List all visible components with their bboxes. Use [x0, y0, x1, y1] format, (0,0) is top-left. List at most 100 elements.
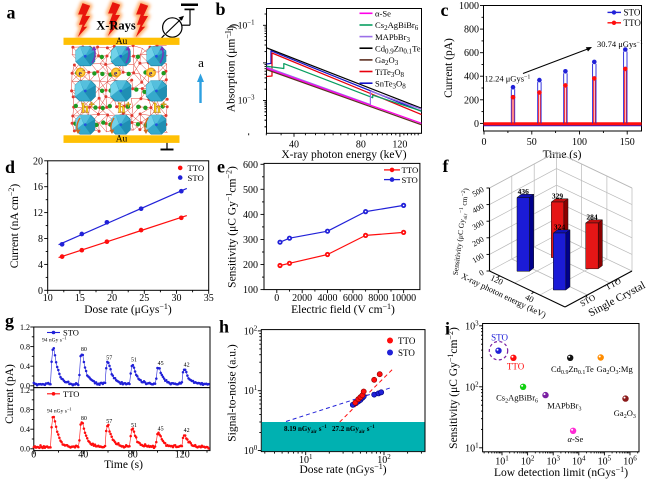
svg-text:12: 12: [33, 208, 43, 219]
svg-text:Dose rate (nGys−1): Dose rate (nGys−1): [299, 462, 386, 476]
svg-text:Ga2O3:Mg: Ga2O3:Mg: [596, 364, 633, 376]
svg-text:12.24 μGys−1: 12.24 μGys−1: [485, 74, 531, 84]
svg-text:6000: 6000: [343, 293, 363, 304]
svg-text:e: e: [79, 69, 83, 78]
svg-text:50: 50: [527, 137, 537, 148]
svg-text:+: +: [161, 99, 167, 111]
svg-text:STO: STO: [491, 333, 508, 343]
svg-text:a: a: [198, 55, 204, 70]
svg-text:94 nGy s−1: 94 nGy s−1: [42, 336, 67, 344]
svg-text:Au: Au: [116, 37, 128, 47]
svg-text:4000: 4000: [318, 293, 338, 304]
svg-text:Ga2O3: Ga2O3: [614, 408, 636, 420]
svg-text:e: e: [217, 157, 225, 177]
svg-text:Sensitivity (μC Gy−1cm−2): Sensitivity (μC Gy−1cm−2): [446, 327, 460, 449]
svg-text:TTO: TTO: [188, 163, 205, 173]
svg-text:0.4: 0.4: [20, 425, 30, 434]
svg-text:25: 25: [139, 293, 149, 304]
svg-text:a: a: [7, 3, 16, 23]
svg-text:STO: STO: [402, 175, 418, 185]
svg-text:0: 0: [38, 286, 43, 297]
svg-text:Dose rate (μGys−1): Dose rate (μGys−1): [84, 302, 172, 316]
svg-text:i: i: [445, 319, 450, 339]
svg-text:TTO: TTO: [402, 165, 419, 175]
svg-text:e: e: [114, 69, 118, 78]
svg-text:27.2 nGyair s−1: 27.2 nGyair s−1: [332, 425, 375, 435]
svg-text:324: 324: [554, 222, 566, 231]
svg-text:329: 329: [552, 191, 564, 200]
svg-text:Low detection limit (nGys−1): Low detection limit (nGys−1): [494, 465, 628, 479]
svg-text:0: 0: [274, 293, 279, 304]
svg-text:h: h: [219, 317, 229, 337]
svg-text:20: 20: [107, 293, 117, 304]
svg-text:α-Se: α-Se: [375, 9, 391, 19]
svg-text:150: 150: [620, 137, 635, 148]
svg-text:−: −: [82, 68, 85, 74]
svg-text:Electric field (V cm−1): Electric field (V cm−1): [291, 302, 395, 316]
svg-text:STO: STO: [398, 348, 415, 358]
svg-text:200: 200: [464, 95, 479, 106]
svg-text:10−3: 10−3: [238, 95, 255, 107]
svg-text:8000: 8000: [368, 293, 388, 304]
svg-text:400: 400: [243, 210, 258, 221]
svg-text:8.19 nGyair s−1: 8.19 nGyair s−1: [284, 425, 327, 435]
svg-text:0: 0: [482, 137, 487, 148]
svg-text:400: 400: [464, 72, 479, 83]
svg-text:MAPbBr3: MAPbBr3: [375, 32, 411, 44]
svg-text:42: 42: [184, 428, 190, 434]
svg-text:0.8: 0.8: [20, 342, 30, 351]
svg-text:45: 45: [158, 427, 164, 433]
svg-text:f: f: [443, 156, 450, 176]
svg-text:600: 600: [243, 160, 258, 171]
svg-text:10000: 10000: [391, 293, 416, 304]
svg-text:51: 51: [131, 423, 137, 429]
svg-text:X-Rays: X-Rays: [96, 19, 136, 33]
svg-text:200: 200: [243, 260, 258, 271]
svg-text:8: 8: [38, 234, 43, 245]
svg-text:600: 600: [464, 48, 479, 59]
svg-text:0.0: 0.0: [20, 445, 30, 454]
svg-text:STO: STO: [624, 8, 641, 18]
svg-text:h: h: [118, 101, 126, 116]
svg-text:40: 40: [78, 450, 88, 461]
svg-text:h: h: [153, 101, 161, 116]
svg-text:2000: 2000: [292, 293, 312, 304]
svg-text:10−1: 10−1: [238, 20, 255, 32]
svg-text:−: −: [118, 68, 121, 74]
svg-text:80: 80: [81, 347, 87, 353]
svg-text:TTO: TTO: [63, 389, 79, 399]
svg-text:Current (nA cm−2): Current (nA cm−2): [7, 184, 21, 269]
svg-text:80: 80: [356, 139, 366, 150]
svg-text:Ga2O3: Ga2O3: [375, 55, 399, 67]
svg-text:0.4: 0.4: [20, 362, 30, 371]
svg-text:TTO: TTO: [624, 18, 642, 28]
svg-text:−: −: [153, 68, 156, 74]
svg-text:284: 284: [586, 212, 598, 221]
svg-text:Current (pA): Current (pA): [443, 38, 455, 98]
svg-text:d: d: [5, 157, 15, 177]
svg-text:TTO: TTO: [398, 336, 416, 346]
svg-text:45: 45: [158, 361, 164, 367]
svg-text:20: 20: [33, 156, 43, 167]
svg-text:57: 57: [106, 419, 112, 425]
svg-text:0.0: 0.0: [20, 382, 30, 391]
svg-text:TiTe3O8: TiTe3O8: [375, 67, 405, 79]
svg-text:15: 15: [75, 293, 85, 304]
svg-text:436: 436: [518, 187, 530, 196]
svg-text:300: 300: [243, 235, 258, 246]
svg-text:80: 80: [81, 416, 87, 422]
svg-text:SnTe3O8: SnTe3O8: [375, 78, 406, 90]
svg-text:120: 120: [392, 139, 407, 150]
svg-text:Absorption (μm−1): Absorption (μm−1): [224, 26, 238, 113]
svg-text:Signal-to-noise (a.u.): Signal-to-noise (a.u.): [227, 344, 239, 442]
svg-text:57: 57: [106, 355, 112, 361]
svg-text:+: +: [89, 99, 95, 111]
svg-text:1.2: 1.2: [20, 323, 30, 332]
svg-text:42: 42: [184, 363, 190, 369]
svg-text:1000: 1000: [459, 1, 479, 12]
svg-text:94 nGy s−1: 94 nGy s−1: [47, 407, 72, 415]
svg-text:g: g: [5, 311, 14, 331]
svg-text:40: 40: [524, 292, 536, 305]
svg-text:30: 30: [172, 293, 182, 304]
svg-text:35: 35: [204, 293, 214, 304]
